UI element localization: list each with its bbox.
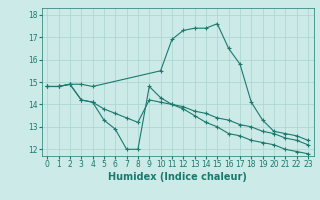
X-axis label: Humidex (Indice chaleur): Humidex (Indice chaleur) — [108, 172, 247, 182]
